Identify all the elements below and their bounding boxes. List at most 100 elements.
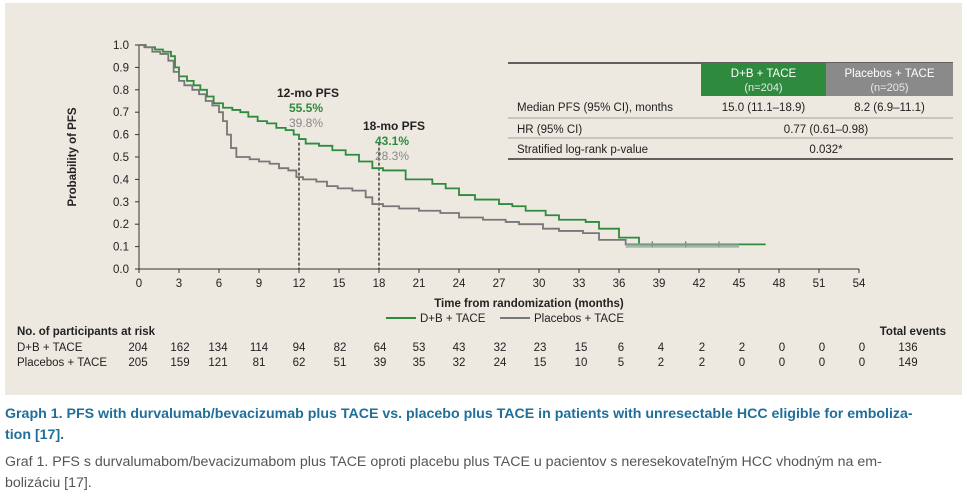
- x-tick-label: 36: [613, 278, 626, 290]
- risk-value: 10: [575, 357, 588, 369]
- risk-value: 6: [618, 342, 624, 354]
- risk-value: 62: [293, 357, 306, 369]
- marker-value-placebo-18: 28.3%: [375, 149, 409, 163]
- stats-row-label: Median PFS (95% CI), months: [517, 102, 673, 114]
- marker-value-db-18: 43.1%: [375, 134, 409, 148]
- risk-value: 81: [253, 357, 266, 369]
- risk-value: 32: [453, 357, 466, 369]
- stats-header-name-0: D+B + TACE: [731, 68, 797, 80]
- risk-value: 2: [739, 342, 745, 354]
- x-tick-label: 33: [573, 278, 586, 290]
- x-tick-label: 24: [453, 278, 466, 290]
- risk-value: 32: [494, 342, 507, 354]
- y-tick-label: 0.1: [113, 242, 129, 254]
- risk-value: 121: [208, 357, 227, 369]
- risk-value: 134: [208, 342, 228, 354]
- y-axis-title: Probability of PFS: [67, 107, 79, 206]
- x-tick-label: 9: [256, 278, 262, 290]
- y-tick-label: 0.5: [113, 152, 129, 164]
- x-axis-title: Time from randomization (months): [434, 298, 624, 310]
- x-tick-label: 42: [693, 278, 706, 290]
- risk-value: 39: [374, 357, 387, 369]
- x-tick-label: 12: [293, 278, 306, 290]
- x-tick-label: 27: [493, 278, 506, 290]
- risk-table-title: No. of participants at risk: [17, 326, 156, 338]
- stats-row-label: HR (95% CI): [517, 124, 582, 136]
- x-tick-label: 30: [533, 278, 546, 290]
- y-tick-label: 0.0: [113, 264, 129, 276]
- risk-value: 5: [618, 357, 624, 369]
- risk-total-events: 149: [898, 357, 917, 369]
- risk-value: 0: [859, 342, 865, 354]
- x-tick-label: 3: [176, 278, 182, 290]
- risk-row-name: Placebos + TACE: [17, 357, 107, 369]
- x-tick-label: 48: [773, 278, 786, 290]
- risk-value: 205: [128, 357, 147, 369]
- stats-row-label: Stratified log-rank p-value: [517, 144, 648, 156]
- risk-value: 4: [658, 342, 665, 354]
- risk-value: 24: [494, 357, 507, 369]
- marker-title-18: 18-mo PFS: [363, 119, 425, 133]
- marker-value-placebo-12: 39.8%: [289, 116, 323, 130]
- stats-header-n-0: (n=204): [744, 82, 782, 94]
- y-tick-label: 0.6: [113, 130, 129, 142]
- stats-value-merged: 0.032*: [809, 144, 843, 156]
- stats-value-db: 15.0 (11.1–18.9): [722, 102, 806, 114]
- marker-value-db-12: 55.5%: [289, 101, 323, 115]
- y-tick-label: 0.9: [113, 62, 129, 74]
- risk-value: 0: [819, 357, 825, 369]
- risk-value: 94: [293, 342, 306, 354]
- stats-header-n-1: (n=205): [870, 82, 908, 94]
- caption-english: Graph 1. PFS with durvalumab/bevacizumab…: [5, 406, 913, 443]
- risk-value: 15: [575, 342, 588, 354]
- y-tick-label: 0.7: [113, 107, 129, 119]
- marker-title-12: 12-mo PFS: [277, 86, 339, 100]
- risk-value: 2: [699, 357, 705, 369]
- risk-value: 43: [453, 342, 466, 354]
- stats-value-merged: 0.77 (0.61–0.98): [784, 124, 869, 136]
- risk-value: 2: [699, 342, 705, 354]
- risk-value: 0: [859, 357, 865, 369]
- figure-panel: 0.0 0.1 0.2 0.3 0.4 0.5 0.6 0.7 0.8 0.9 1.0 0 3 6 9 12 1…: [5, 3, 962, 395]
- legend-label-placebo-tace: Placebos + TACE: [534, 313, 624, 325]
- caption-slovak: Graf 1. PFS s durvalumabom/bevacizumabom…: [5, 454, 882, 491]
- risk-value: 162: [170, 342, 189, 354]
- risk-value: 35: [413, 357, 426, 369]
- risk-value: 0: [779, 357, 785, 369]
- risk-value: 82: [334, 342, 347, 354]
- km-curve-placebo-tace: [139, 44, 739, 246]
- x-tick-label: 6: [216, 278, 222, 290]
- y-tick-label: 0.8: [113, 85, 129, 97]
- risk-value: 64: [374, 342, 387, 354]
- risk-value: 2: [658, 357, 664, 369]
- risk-table-total-header: Total events: [880, 326, 946, 338]
- y-tick-label: 0.4: [113, 174, 130, 186]
- risk-value: 0: [739, 357, 745, 369]
- x-tick-label: 21: [413, 278, 426, 290]
- y-tick-label: 1.0: [113, 40, 129, 52]
- risk-value: 159: [170, 357, 189, 369]
- x-tick-label: 18: [373, 278, 386, 290]
- stats-header-cell-0: [701, 63, 826, 96]
- risk-value: 53: [413, 342, 426, 354]
- risk-total-events: 136: [898, 342, 917, 354]
- x-tick-label: 45: [733, 278, 746, 290]
- stats-header-name-1: Placebos + TACE: [844, 68, 934, 80]
- risk-value: 15: [534, 357, 547, 369]
- risk-value: 51: [334, 357, 347, 369]
- kaplan-meier-chart: 0.00.10.20.30.40.50.60.70.80.91.00 3 6 9 12 1…: [17, 40, 953, 369]
- stats-header-cell-1: [826, 63, 953, 96]
- x-tick-label: 15: [333, 278, 346, 290]
- x-tick-label: 39: [653, 278, 666, 290]
- risk-row-name: D+B + TACE: [17, 342, 83, 354]
- y-tick-label: 0.2: [113, 219, 129, 231]
- x-tick-label: 0: [136, 278, 142, 290]
- risk-value: 0: [819, 342, 825, 354]
- y-tick-label: 0.3: [113, 197, 129, 209]
- x-tick-label: 54: [853, 278, 866, 290]
- risk-value: 204: [128, 342, 148, 354]
- tail-overlap-band: [625, 243, 739, 248]
- x-tick-label: 51: [813, 278, 826, 290]
- legend-label-db-tace: D+B + TACE: [420, 313, 486, 325]
- stats-value-placebo: 8.2 (6.9–11.1): [854, 102, 925, 114]
